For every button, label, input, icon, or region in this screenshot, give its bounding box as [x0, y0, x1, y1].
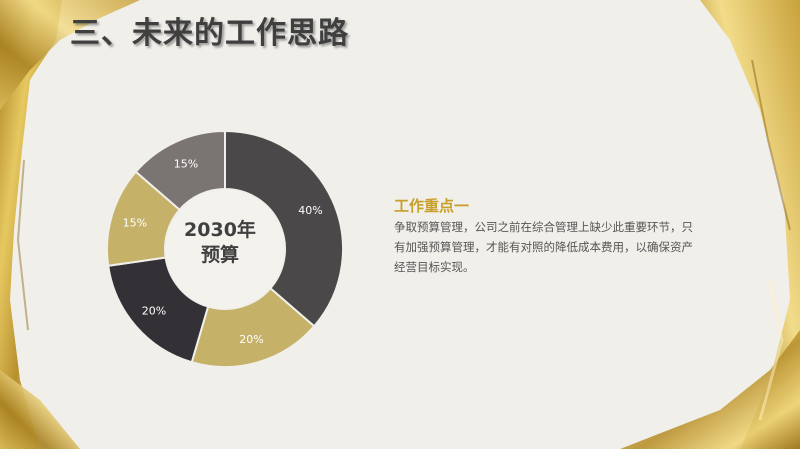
budget-donut-chart: 40% 20% 20% 15% 15%: [106, 129, 344, 368]
work-point-heading: 工作重点一: [394, 197, 470, 215]
donut-hole: [166, 190, 284, 308]
donut-slice-5: [134, 129, 226, 212]
donut-slice-label-3: 20%: [142, 305, 166, 318]
center-label-year: 2030年: [184, 219, 256, 241]
donut-slice-1: [224, 129, 344, 328]
donut-slice-label-2: 20%: [239, 333, 263, 346]
donut-slice-label-1: 40%: [298, 204, 322, 217]
center-label-budget: 预算: [200, 244, 239, 266]
chart-center-label: 2030年 预算: [175, 218, 265, 268]
donut-slice-label-5: 15%: [174, 157, 198, 170]
page-title: 三、未来的工作思路: [70, 16, 349, 51]
donut-slice-label-4: 15%: [123, 217, 147, 230]
work-point-body: 争取预算管理，公司之前在综合管理上缺少此重要环节，只有加强预算管理，才能有对照的…: [394, 220, 693, 274]
